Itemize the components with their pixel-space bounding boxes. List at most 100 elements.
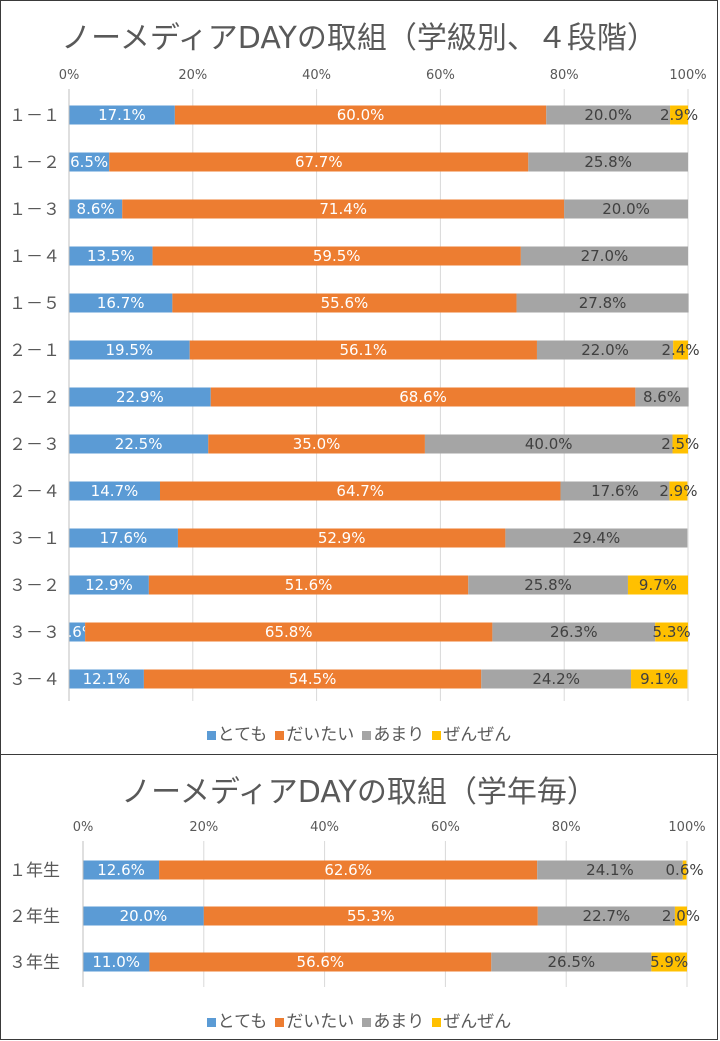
grade-chart-data-label: 0.6% [666,861,704,879]
class-chart-bar-2 [85,622,493,642]
grade-chart-data-label: 5.9% [650,953,688,971]
class-chart-bar-4 [670,105,688,125]
class-chart-bar-1 [69,528,178,548]
class-chart-bar-1 [69,669,144,689]
class-chart-data-label: 22.0% [581,341,629,359]
class-chart-data-label: 16.7% [97,294,145,312]
grade-chart-bar-1 [83,952,150,972]
class-chart-bar-2 [208,434,425,454]
class-chart-data-label: 17.1% [98,106,146,124]
class-chart-data-label: 55.6% [321,294,369,312]
class-chart-bar-4 [655,622,688,642]
grade-chart-legend-swatch [432,1017,442,1027]
class-chart-data-label: 6.5% [70,153,108,171]
grade-chart-bar-1 [83,906,204,926]
class-chart-data-label: 17.6% [591,482,639,500]
class-chart-category-label: ２－１ [9,341,60,361]
class-chart-data-label: 19.5% [106,341,154,359]
class-chart-data-label: 71.4% [319,200,367,218]
class-chart-bar-1 [69,434,209,454]
grade-chart-category-label: ３年生 [9,953,60,973]
class-chart-data-label: 5.3% [653,623,691,641]
grade-chart-legend-label: ぜんぜん [443,1012,512,1032]
class-chart-data-label: 60.0% [337,106,385,124]
class-chart-plot: 0% 20% 40% 60% 80% 100% １－１ 17.1% 60.0% 20.0% 2.9%… [9,68,707,701]
class-chart-bar-3 [560,481,670,501]
class-chart-data-label: 24.2% [532,670,580,688]
class-chart-bar-3 [505,528,688,548]
grade-chart-category-label: １年生 [9,861,60,881]
class-chart-data-label: 9.1% [640,670,678,688]
class-chart-data-label: 2.9% [659,482,697,500]
class-chart-bar-3 [468,575,628,595]
class-chart-category-label: １－２ [9,153,60,173]
class-chart-legend-label: あまり [373,725,425,745]
class-chart-bar-1 [69,246,153,266]
class-chart-bar-1 [69,387,211,407]
class-chart-data-label: 13.5% [87,247,135,265]
class-chart-category-label: ３－４ [9,670,60,690]
class-chart-panel: ノーメディアDAYの取組（学級別、４段階） 0% 20% 40% 60% 80% 100%… [0,0,718,755]
class-chart-bar-1 [69,152,110,172]
class-chart-data-label: 2.5% [661,435,699,453]
grade-chart-x-tick-label: 0% [73,820,94,835]
class-chart-data-label: 54.5% [289,670,337,688]
grade-chart-data-label: 56.6% [297,953,345,971]
class-chart-data-label: 26.3% [550,623,598,641]
class-chart-bar-3 [536,340,674,360]
class-chart-data-label: 9.7% [639,576,677,594]
class-chart-bar-2 [172,293,517,313]
class-chart-bar-3 [528,152,688,172]
class-chart-legend-swatch [206,730,216,740]
class-chart-bar-2 [143,669,482,689]
grade-chart-x-tick-label: 40% [310,820,339,835]
class-chart-bar-1 [69,340,190,360]
class-chart-data-label: 59.5% [313,247,361,265]
grade-chart-bar-4 [651,952,687,972]
class-chart-data-label: 8.6% [643,388,681,406]
grade-chart-title: ノーメディアDAYの取組（学年毎） [121,775,597,810]
class-chart-bar-3 [516,293,689,313]
class-chart-data-label: 2.4% [662,341,700,359]
class-chart-data-label: 22.5% [115,435,163,453]
class-chart-x-tick-label: 100% [669,68,706,83]
grade-chart-bar-2 [203,906,538,926]
class-chart-bar-4 [627,575,688,595]
class-chart-legend-item: だいたい [275,720,354,745]
class-chart-data-label: 27.8% [579,294,627,312]
class-chart-data-label: 29.4% [573,529,621,547]
grade-chart-data-label: 62.6% [324,861,372,879]
grade-chart-data-label: 55.3% [347,907,395,925]
class-chart-category-label: １－５ [9,294,60,314]
class-chart-legend-label: とても [217,725,268,745]
grade-chart-data-label: 11.0% [92,953,140,971]
class-chart-bar-4 [673,340,688,360]
class-chart-bar-2 [148,575,469,595]
grade-chart-legend-label: あまり [373,1012,425,1032]
grade-chart-data-label: 20.0% [120,907,168,925]
class-chart-bar-2 [174,105,547,125]
class-chart-x-tick-label: 0% [59,68,80,83]
grade-chart-data-label: 22.7% [583,907,631,925]
grade-chart-bar-4 [682,860,687,880]
class-chart-legend-swatch [275,730,285,740]
class-chart-bar-3 [481,669,632,689]
class-chart-x-tick-label: 80% [550,68,579,83]
class-chart-data-label: 20.0% [602,200,650,218]
class-chart-bar-3 [564,199,688,219]
class-chart-data-label: 67.7% [295,153,343,171]
class-chart-bar-4 [631,669,688,689]
class-chart-legend-label: ぜんぜん [443,725,512,745]
class-chart-data-label: 8.6% [77,200,115,218]
class-chart-bar-1 [69,575,149,595]
class-chart-data-label: 25.8% [524,576,572,594]
grade-chart-legend-item: あまり [362,1007,424,1032]
class-chart-category-label: ２－４ [9,482,60,502]
grade-chart-bar-1 [83,860,160,880]
class-chart-data-label: 35.0% [293,435,341,453]
class-chart-data-label: 65.8% [265,623,313,641]
class-chart-data-label: 17.6% [100,529,148,547]
grade-chart-data-label: 24.1% [586,861,634,879]
grade-chart-legend-label: だいたい [286,1012,355,1032]
grade-chart-legend-item: とても [206,1007,267,1032]
